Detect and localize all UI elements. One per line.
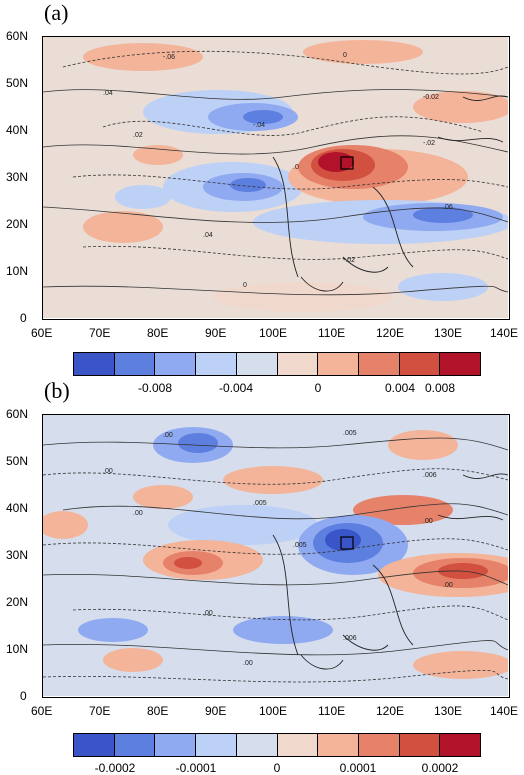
colorbar-a-label-1: -0.004 [218,381,254,395]
panel-a-colorbar [73,352,481,376]
contour-label: -0.02 [423,94,439,101]
contour-label: -.02 [423,140,435,147]
panel-b-lat-50n: 50N [6,454,29,468]
panel-a-lon-100e: 100E [259,326,288,340]
panel-a-lat-40n: 40N [6,123,29,137]
contour-label: 0 [343,52,347,59]
colorbar-b-label-3: 0.0001 [339,761,377,775]
contour-label: -.06 [163,54,175,61]
colorbar-a-cell-7 [358,353,400,375]
contour-label: .00 [133,510,143,517]
contour-label: .02 [133,132,143,139]
colorbar-a-cell-1 [114,353,156,375]
colorbar-a-cell-0 [74,353,115,375]
panel-b-lat-60n: 60N [6,407,29,421]
contour-label: .00 [443,582,453,589]
panel-b-lon-120e: 120E [376,704,405,718]
panel-b-lat-30n: 30N [6,548,29,562]
panel-b-lon-80e: 80E [147,704,169,718]
contour-label: 0 [243,282,247,289]
panel-b-lat-20n: 20N [6,595,29,609]
panel-b-map-field: .00 .005 .00 .006 .00 .005 .00 .005 .00 .00 .006 .0… [43,415,508,696]
panel-a-lon-90e: 90E [205,326,227,340]
colorbar-a-cell-3 [196,353,237,375]
panel-b-lon-90e: 90E [205,704,227,718]
colorbar-a-cell-8 [399,353,441,375]
panel-a-lat-10n: 10N [6,264,29,278]
colorbar-b-cell-8 [399,734,441,756]
panel-b-lon-110e: 110E [318,704,346,718]
panel-a-lon-130e: 130E [434,326,463,340]
colorbar-b-cell-6 [318,734,359,756]
colorbar-a-label-3: 0.004 [384,381,416,395]
contour-label: .00 [163,432,173,439]
panel-a-lon-80e: 80E [147,326,169,340]
colorbar-a-cell-2 [155,353,197,375]
panel-b-lon-140e: 140E [490,704,519,718]
contour-label: .0 [293,164,299,171]
colorbar-b-label-4: 0.0002 [421,761,459,775]
colorbar-a-cell-9 [440,353,481,375]
panel-b-lat-40n: 40N [6,501,29,515]
colorbar-b-cell-7 [358,734,400,756]
panel-a-label: (a) [44,0,69,25]
panel-b-colorbar [73,733,481,757]
contour-label: .005 [253,500,267,507]
panel-a-lat-60n: 60N [6,29,29,43]
panel-b-lon-100e: 100E [259,704,288,718]
contour-label: .005 [343,430,357,437]
contour-label: .006 [423,472,437,479]
panel-a-lon-70e: 70E [89,326,111,340]
colorbar-b-cell-4 [236,734,278,756]
colorbar-b-cell-1 [114,734,156,756]
colorbar-a-label-4: 0.008 [424,381,456,395]
panel-a-map: -.06 0 .04 -0.02 .02 -.04 -.02 .0 .06 .04 -.02 0 [42,36,510,320]
panel-a-lat-50n: 50N [6,76,29,90]
colorbar-a-cell-5 [277,353,319,375]
panel-b-lon-70e: 70E [89,704,111,718]
panel-a-lon-60e: 60E [31,326,53,340]
colorbar-b-cell-5 [277,734,319,756]
colorbar-b-cell-3 [196,734,237,756]
contour-label: -.02 [343,257,355,264]
contour-label: .00 [243,660,253,667]
colorbar-b-label-2: 0 [273,761,281,775]
panel-b-lon-130e: 130E [434,704,463,718]
colorbar-b-cell-0 [74,734,115,756]
panel-b-lat-0: 0 [20,689,27,703]
colorbar-a-cell-6 [318,353,359,375]
colorbar-a-cell-4 [236,353,278,375]
panel-a-lon-140e: 140E [490,326,519,340]
contour-label: .04 [103,90,113,97]
contour-label: .00 [103,468,113,475]
contour-label: .006 [343,635,357,642]
contour-label: .06 [443,204,453,211]
colorbar-b-cell-9 [440,734,481,756]
panel-a-lat-30n: 30N [6,170,29,184]
panel-b-map: .00 .005 .00 .006 .00 .005 .00 .005 .00 .00 .006 .0… [42,414,510,698]
panel-b-label: (b) [44,378,70,403]
panel-a-lat-0: 0 [20,311,27,325]
panel-b-lon-60e: 60E [31,704,53,718]
panel-a-lat-20n: 20N [6,217,29,231]
contour-label: .00 [203,610,213,617]
colorbar-a-label-0: -0.008 [137,381,173,395]
contour-label: .00 [423,518,433,525]
contour-label: .04 [203,232,213,239]
contour-label: .005 [293,542,307,549]
colorbar-b-label-1: -0.0001 [175,761,217,775]
panel-b-lat-10n: 10N [6,642,29,656]
panel-a-lon-110e: 110E [318,326,346,340]
panel-a-map-field: -.06 0 .04 -0.02 .02 -.04 -.02 .0 .06 .04 -.02 0 [43,37,508,318]
contour-label: -.04 [253,122,265,129]
panel-a-lon-120e: 120E [376,326,405,340]
colorbar-b-label-0: -0.0002 [94,761,136,775]
colorbar-a-label-2: 0 [314,381,322,395]
colorbar-b-cell-2 [155,734,197,756]
